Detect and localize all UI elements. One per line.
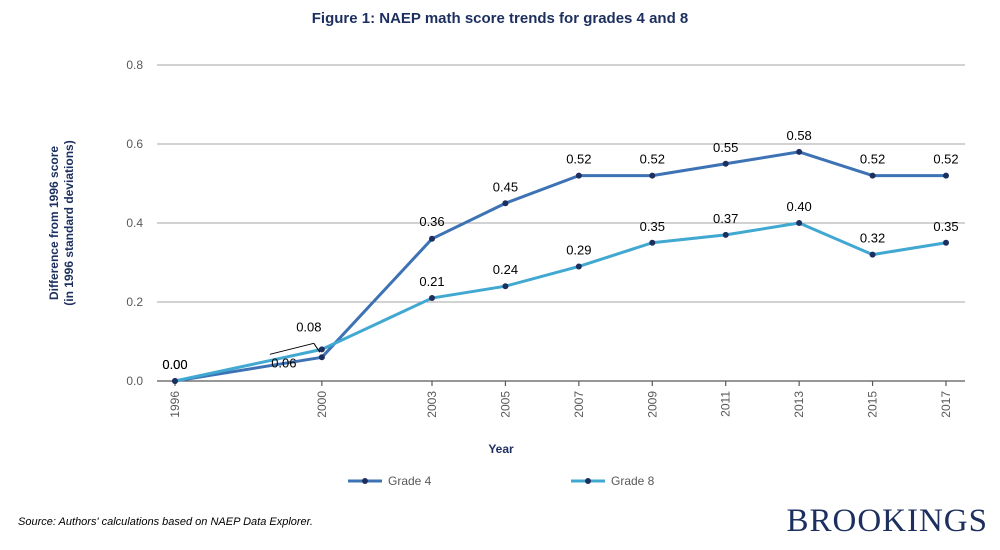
data-label: 0.52 — [933, 152, 958, 167]
x-tick-label: 2003 — [425, 391, 439, 418]
data-label: 0.58 — [786, 128, 811, 143]
x-tick-label: 2013 — [792, 391, 806, 418]
legend: Grade 4 Grade 8 — [348, 474, 655, 488]
data-point — [796, 148, 803, 155]
y-axis-title: Difference from 1996 score — [47, 146, 61, 300]
data-point — [429, 235, 435, 242]
data-point — [943, 172, 949, 179]
data-label: 0.35 — [640, 219, 665, 234]
data-label: 0.52 — [640, 152, 665, 167]
data-labels: 0.00 0.06 0.36 0.45 0.52 0.52 0.55 0.58 0.52 0.52… — [162, 128, 958, 372]
data-label: 0.00 — [162, 357, 187, 372]
data-label: 0.35 — [933, 219, 958, 234]
data-point — [943, 239, 949, 246]
legend-label: Grade 4 — [388, 474, 432, 488]
x-tick-label: 2000 — [315, 391, 329, 418]
data-point — [502, 283, 509, 290]
data-label: 0.52 — [860, 152, 885, 167]
axes: 0.0 0.2 0.4 0.6 0.8 1996 2000 2003 2005 2007 2009 2… — [47, 58, 965, 456]
data-point — [722, 160, 729, 167]
series-line-grade-8 — [174, 221, 947, 383]
x-tick-label: 2017 — [939, 391, 953, 418]
source-note: Source: Authors' calculations based on N… — [18, 516, 313, 528]
x-tick-label: 1996 — [168, 391, 182, 418]
x-tick-label: 2015 — [866, 391, 880, 418]
data-label: 0.00 — [162, 357, 187, 372]
x-axis-title: Year — [488, 442, 514, 456]
data-label: 0.36 — [419, 214, 444, 229]
data-point — [172, 378, 178, 384]
data-point — [502, 200, 509, 207]
brand-logo: BROOKINGS — [786, 503, 988, 539]
data-point — [722, 231, 729, 238]
y-tick-label: 0.8 — [126, 58, 143, 72]
y-tick-label: 0.6 — [126, 137, 143, 151]
data-point — [429, 295, 435, 302]
legend-marker — [362, 478, 368, 484]
series-line-grade-4 — [174, 150, 946, 383]
x-tick-label: 2011 — [719, 391, 733, 417]
data-label: 0.24 — [493, 262, 518, 277]
data-point — [649, 239, 656, 246]
x-tick-label: 2009 — [645, 391, 659, 418]
chart-title: Figure 1: NAEP math score trends for gra… — [311, 10, 689, 27]
y-tick-label: 0.0 — [126, 374, 143, 388]
legend-marker — [585, 478, 591, 484]
data-point — [869, 172, 876, 179]
label-leader-line — [269, 342, 314, 355]
data-label: 0.08 — [296, 319, 321, 334]
y-tick-label: 0.2 — [126, 295, 143, 309]
x-tick-label: 2005 — [498, 391, 512, 418]
x-tick-label: 2007 — [572, 391, 586, 418]
data-label: 0.52 — [566, 152, 591, 167]
data-point — [575, 263, 582, 270]
data-label: 0.21 — [419, 274, 444, 289]
data-label: 0.45 — [493, 179, 518, 194]
data-point — [796, 220, 803, 226]
series — [172, 148, 949, 384]
data-point — [318, 354, 325, 361]
data-label: 0.06 — [271, 355, 296, 370]
data-label: 0.29 — [566, 242, 591, 257]
data-point — [869, 251, 876, 258]
data-label: 0.40 — [786, 199, 811, 214]
gridlines — [157, 64, 965, 303]
data-label: 0.55 — [713, 140, 738, 155]
data-label: 0.32 — [860, 231, 885, 246]
y-axis-title: (in 1996 standard deviations) — [62, 140, 76, 305]
data-point — [575, 172, 582, 179]
data-point — [318, 346, 325, 353]
data-point — [649, 172, 656, 179]
label-leader-line — [313, 343, 321, 353]
data-label: 0.37 — [713, 211, 738, 226]
legend-label: Grade 8 — [611, 474, 655, 488]
y-tick-label: 0.4 — [126, 216, 143, 230]
